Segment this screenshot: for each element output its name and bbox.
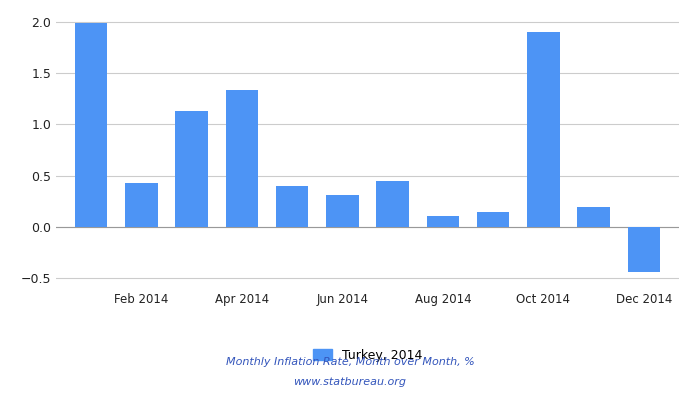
Bar xyxy=(175,111,208,227)
Bar xyxy=(125,183,158,227)
Bar xyxy=(527,32,560,227)
Bar xyxy=(426,216,459,227)
Legend: Turkey, 2014: Turkey, 2014 xyxy=(308,344,427,367)
Bar xyxy=(477,212,510,227)
Bar xyxy=(225,90,258,227)
Bar xyxy=(377,181,409,227)
Text: Monthly Inflation Rate, Month over Month, %: Monthly Inflation Rate, Month over Month… xyxy=(225,357,475,367)
Bar xyxy=(326,195,358,227)
Bar xyxy=(276,186,309,227)
Bar xyxy=(627,227,660,272)
Text: www.statbureau.org: www.statbureau.org xyxy=(293,377,407,387)
Bar xyxy=(75,23,108,227)
Bar xyxy=(578,207,610,227)
